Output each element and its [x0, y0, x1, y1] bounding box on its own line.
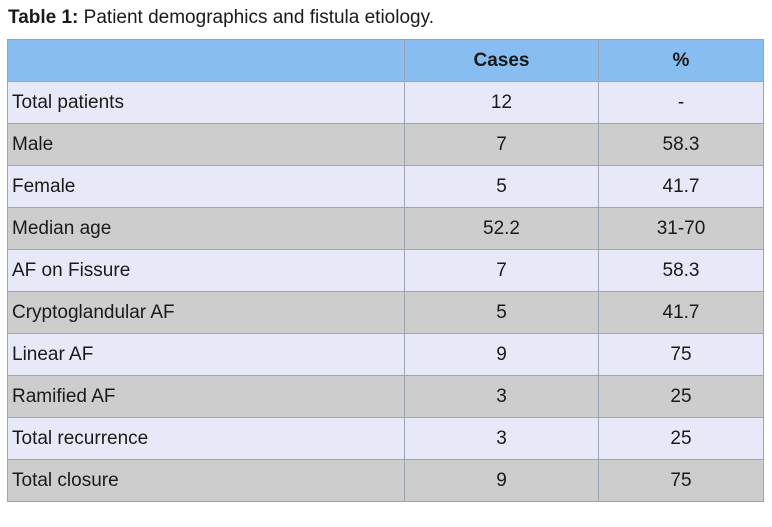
- table-row: Male 7 58.3: [7, 123, 764, 166]
- table-row: Ramified AF 3 25: [7, 375, 764, 418]
- percent-cell: 58.3: [598, 123, 764, 166]
- header-cell-empty: [7, 39, 405, 82]
- table-row: Cryptoglandular AF 5 41.7: [7, 291, 764, 334]
- cases-cell: 7: [404, 123, 599, 166]
- cases-cell: 3: [404, 417, 599, 460]
- demographics-table: Cases % Total patients 12 - Male 7 58.3 …: [7, 39, 764, 502]
- table-caption-text: Patient demographics and fistula etiolog…: [78, 7, 434, 28]
- header-cell-cases: Cases: [404, 39, 599, 82]
- percent-cell: 31-70: [598, 207, 764, 250]
- cases-cell: 7: [404, 249, 599, 292]
- cases-cell: 12: [404, 81, 599, 124]
- table-row: Total closure 9 75: [7, 459, 764, 502]
- table-row: Female 5 41.7: [7, 165, 764, 208]
- percent-cell: 75: [598, 333, 764, 376]
- row-label: Female: [7, 165, 405, 208]
- percent-cell: 75: [598, 459, 764, 502]
- row-label: Total recurrence: [7, 417, 405, 460]
- row-label: Linear AF: [7, 333, 405, 376]
- percent-cell: 58.3: [598, 249, 764, 292]
- table-row: Total patients 12 -: [7, 81, 764, 124]
- cases-cell: 3: [404, 375, 599, 418]
- percent-cell: 41.7: [598, 291, 764, 334]
- table-caption: Table 1: Patient demographics and fistul…: [8, 6, 434, 30]
- cases-cell: 9: [404, 459, 599, 502]
- row-label: AF on Fissure: [7, 249, 405, 292]
- table-row: Total recurrence 3 25: [7, 417, 764, 460]
- table-row: Median age 52.2 31-70: [7, 207, 764, 250]
- row-label: Total closure: [7, 459, 405, 502]
- row-label: Median age: [7, 207, 405, 250]
- row-label: Cryptoglandular AF: [7, 291, 405, 334]
- table-row: AF on Fissure 7 58.3: [7, 249, 764, 292]
- cases-cell: 5: [404, 291, 599, 334]
- row-label: Male: [7, 123, 405, 166]
- percent-cell: -: [598, 81, 764, 124]
- cases-cell: 52.2: [404, 207, 599, 250]
- header-cell-percent: %: [598, 39, 764, 82]
- table-header-row: Cases %: [7, 39, 764, 82]
- percent-cell: 25: [598, 375, 764, 418]
- row-label: Total patients: [7, 81, 405, 124]
- percent-cell: 25: [598, 417, 764, 460]
- table-caption-label: Table 1:: [8, 7, 79, 28]
- percent-cell: 41.7: [598, 165, 764, 208]
- cases-cell: 5: [404, 165, 599, 208]
- table-row: Linear AF 9 75: [7, 333, 764, 376]
- row-label: Ramified AF: [7, 375, 405, 418]
- cases-cell: 9: [404, 333, 599, 376]
